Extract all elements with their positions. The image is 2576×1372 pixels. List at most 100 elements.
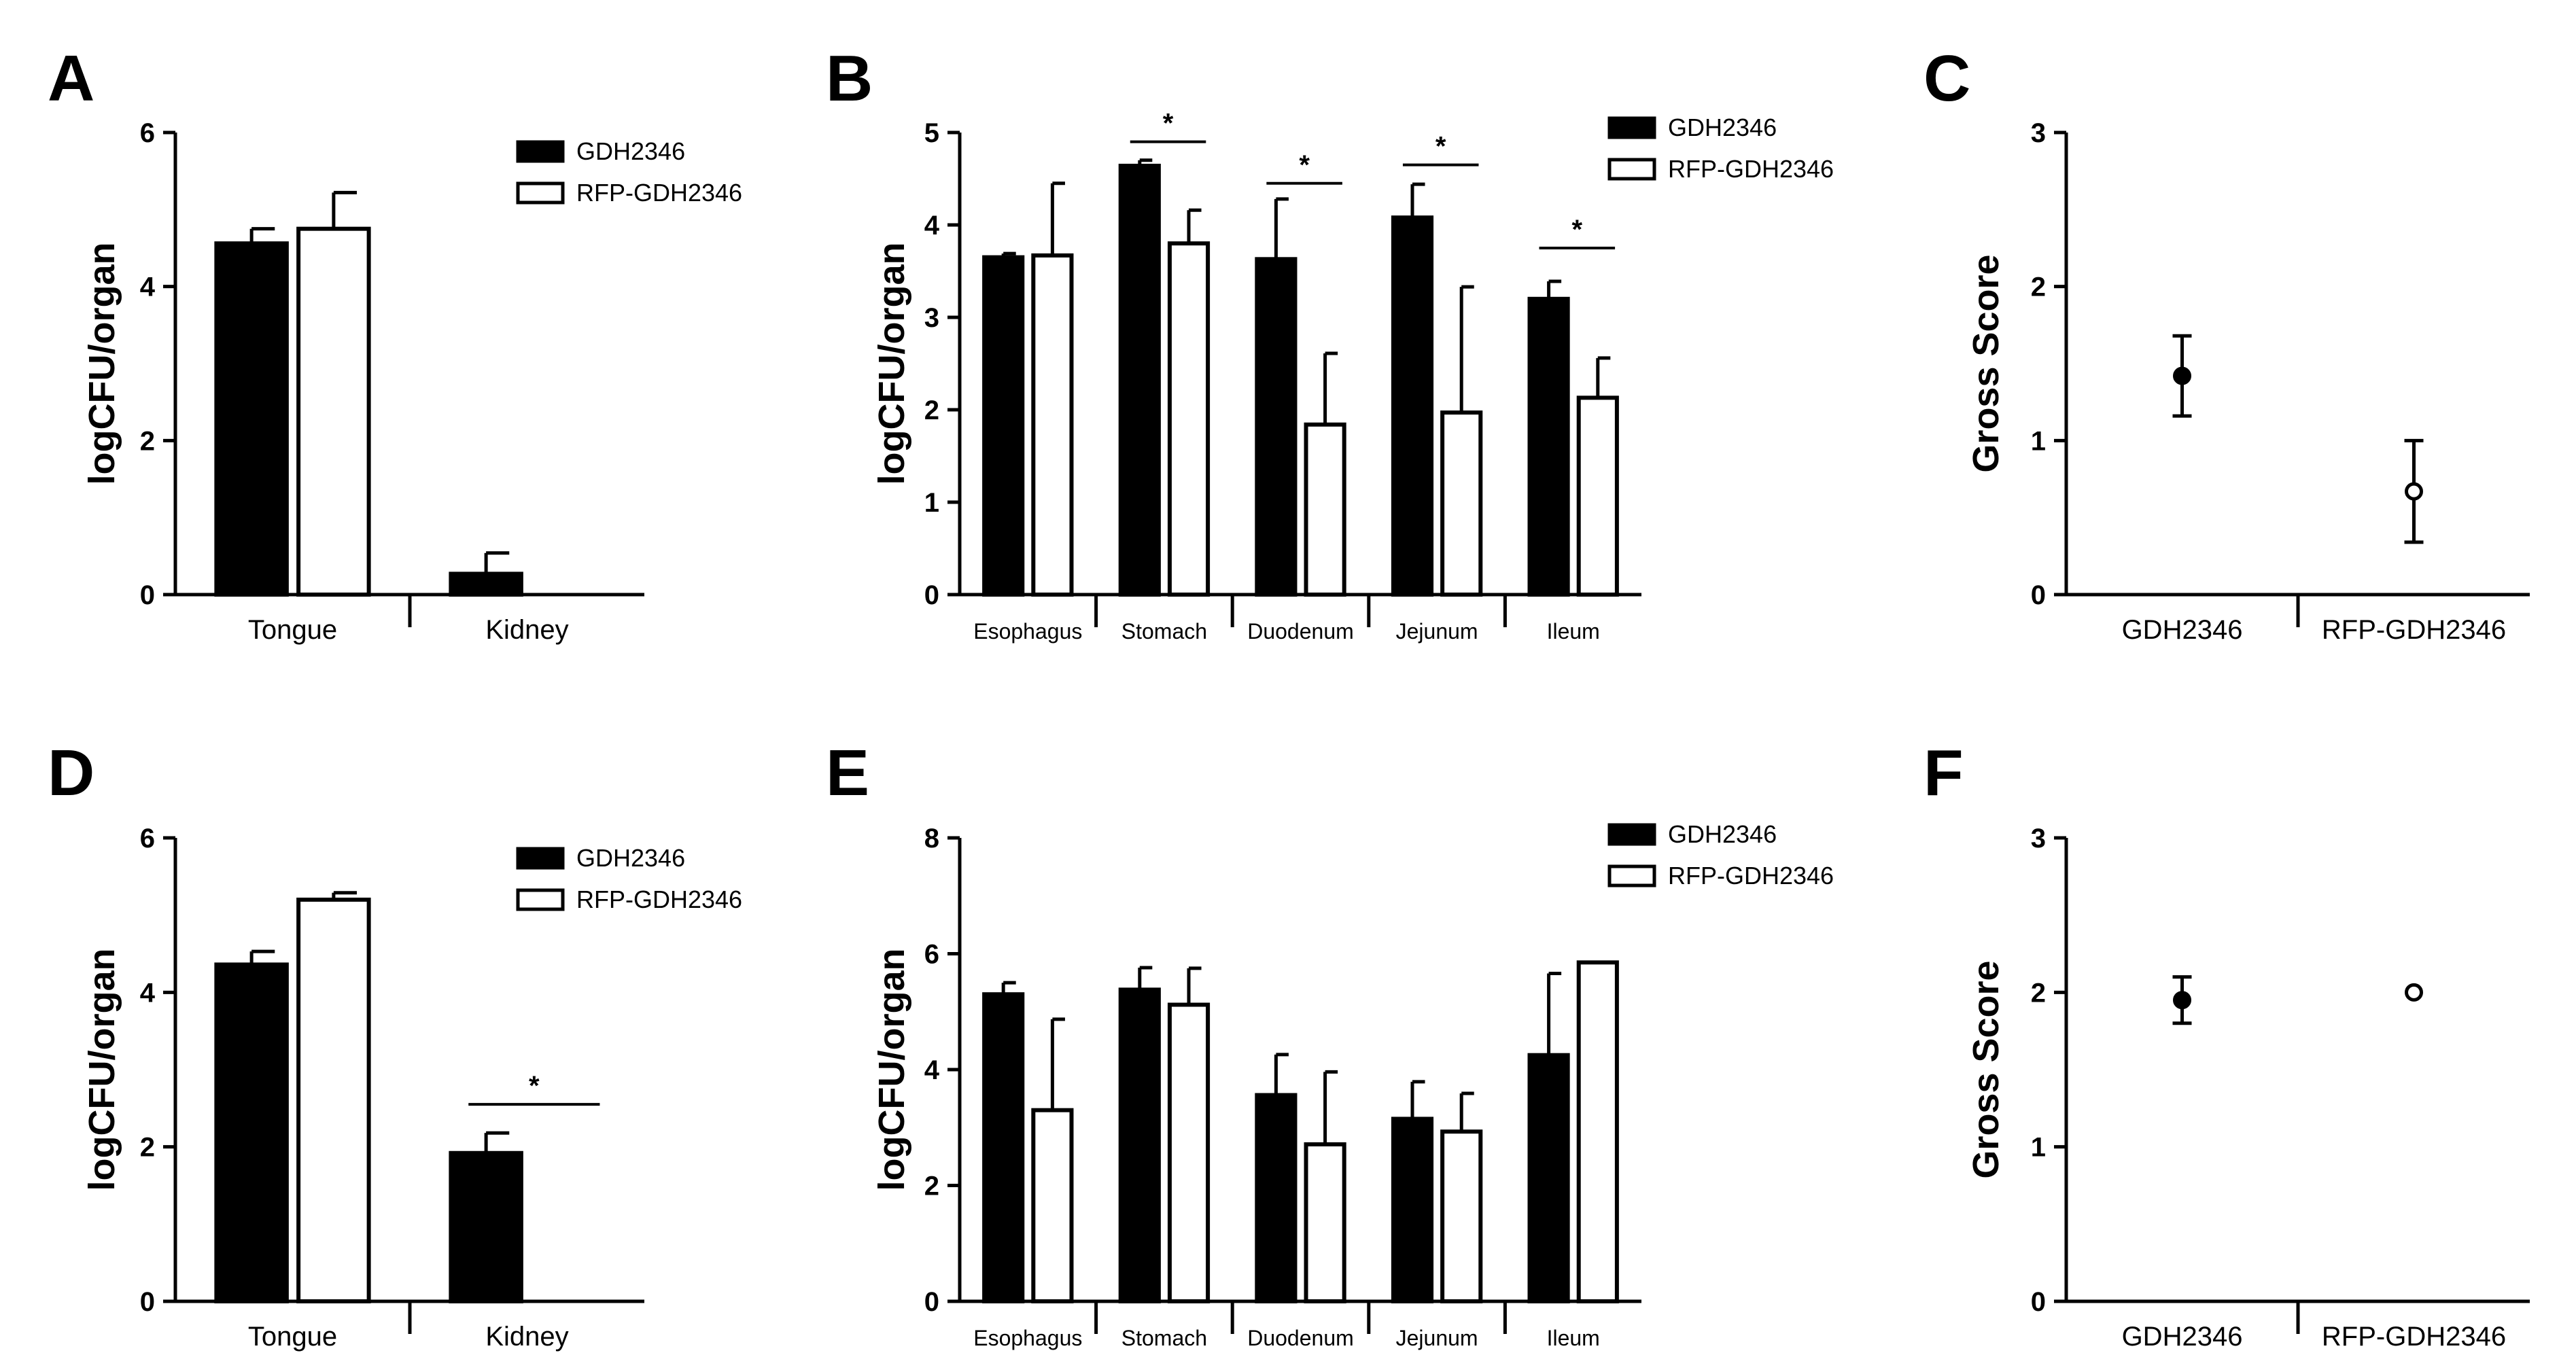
significance-star: * <box>1435 132 1446 162</box>
y-tick-label: 0 <box>924 1287 939 1317</box>
bar-rfp-gdh2346 <box>296 226 371 597</box>
y-tick-label: 1 <box>924 488 939 518</box>
y-tick-label: 4 <box>924 211 940 241</box>
legend-label: GDH2346 <box>576 844 685 872</box>
y-axis-label: logCFU/organ <box>871 949 912 1191</box>
y-tick-label: 6 <box>140 118 155 148</box>
x-category-label: Kidney <box>485 615 568 645</box>
panel-f: F Gross Score 0 1 2 3 GDH2346 RFP-GDH2346 <box>1924 737 2530 1352</box>
bar-gdh2346 <box>449 1150 523 1304</box>
legend-swatch <box>1607 116 1656 139</box>
x-category-label: Esophagus <box>973 1326 1082 1350</box>
bar-rfp-gdh2346 <box>1440 410 1483 597</box>
y-axis-label: Gross Score <box>1966 254 2006 472</box>
legend-swatch <box>516 181 565 205</box>
data-point <box>2405 983 2423 1002</box>
bar-gdh2346 <box>1255 257 1298 597</box>
legend-swatch <box>1607 823 1656 846</box>
x-category-label: Duodenum <box>1247 619 1354 644</box>
y-tick-label: 2 <box>924 1172 939 1201</box>
y-tick-label: 2 <box>2031 978 2046 1008</box>
x-category-label: Jejunum <box>1396 619 1478 644</box>
bar-rfp-gdh2346 <box>1167 241 1211 597</box>
y-tick-label: 6 <box>140 824 155 854</box>
legend-swatch <box>516 140 565 163</box>
panel-c: C Gross Score 0 1 2 3 GDH2346 RFP-GDH2346 <box>1924 42 2530 645</box>
legend-label: RFP-GDH2346 <box>1668 862 1834 890</box>
x-category-label: RFP-GDH2346 <box>2322 615 2506 645</box>
x-category-label: Tongue <box>248 1322 337 1352</box>
panel-letter: E <box>826 737 869 809</box>
legend-label: RFP-GDH2346 <box>1668 155 1834 183</box>
significance-star: * <box>1163 109 1174 139</box>
data-point <box>2405 482 2423 501</box>
y-tick-label: 0 <box>2031 580 2046 610</box>
y-tick-label: 1 <box>2031 1133 2046 1163</box>
y-axis-label: Gross Score <box>1966 960 2006 1178</box>
x-category-label: Kidney <box>485 1322 568 1352</box>
legend-swatch <box>1607 864 1656 887</box>
legend-swatch <box>516 847 565 870</box>
data-point <box>2173 991 2191 1010</box>
y-tick-label: 2 <box>2031 272 2046 302</box>
bar-gdh2346 <box>1391 215 1434 597</box>
y-axis-label: logCFU/organ <box>82 243 122 485</box>
y-tick-label: 4 <box>140 978 156 1008</box>
data-point <box>2173 366 2191 385</box>
bar-gdh2346 <box>1391 1116 1434 1304</box>
bar-rfp-gdh2346 <box>1167 1002 1211 1304</box>
bar-rfp-gdh2346 <box>1031 1108 1074 1304</box>
y-tick-label: 2 <box>924 395 939 425</box>
x-category-label: GDH2346 <box>2122 615 2243 645</box>
bar-gdh2346 <box>1118 163 1161 597</box>
y-tick-label: 0 <box>924 580 939 610</box>
y-tick-label: 0 <box>140 1287 155 1317</box>
x-category-label: Ileum <box>1547 1326 1600 1350</box>
y-axis-label: logCFU/organ <box>871 243 912 485</box>
x-category-label: Stomach <box>1121 1326 1207 1350</box>
bar-rfp-gdh2346 <box>296 897 371 1303</box>
panel-letter: D <box>48 737 94 809</box>
legend-label: RFP-GDH2346 <box>576 179 742 207</box>
legend-label: GDH2346 <box>1668 113 1777 141</box>
bar-gdh2346 <box>449 571 523 597</box>
y-tick-label: 0 <box>2031 1287 2046 1317</box>
significance-star: * <box>1299 150 1310 180</box>
panel-letter: C <box>1924 42 1970 115</box>
bar-gdh2346 <box>982 992 1025 1304</box>
x-category-label: Ileum <box>1547 619 1600 644</box>
bar-rfp-gdh2346 <box>1576 395 1619 597</box>
y-tick-label: 8 <box>924 824 939 854</box>
bar-rfp-gdh2346 <box>1440 1129 1483 1304</box>
x-category-label: RFP-GDH2346 <box>2322 1322 2506 1352</box>
y-tick-label: 5 <box>924 118 939 148</box>
bar-gdh2346 <box>1527 1053 1570 1303</box>
panel-letter: F <box>1924 737 1964 809</box>
y-tick-label: 2 <box>140 426 155 456</box>
y-tick-label: 3 <box>2031 118 2046 148</box>
y-tick-label: 0 <box>140 580 155 610</box>
bar-gdh2346 <box>1255 1093 1298 1303</box>
y-axis-label: logCFU/organ <box>82 949 122 1191</box>
bar-rfp-gdh2346 <box>1304 1142 1346 1304</box>
y-tick-label: 3 <box>924 303 939 333</box>
panel-letter: A <box>48 42 94 115</box>
significance-star: * <box>529 1071 540 1101</box>
legend-label: RFP-GDH2346 <box>576 885 742 913</box>
bar-rfp-gdh2346 <box>1304 422 1346 597</box>
y-tick-label: 4 <box>140 272 156 302</box>
bar-gdh2346 <box>982 255 1025 597</box>
y-tick-label: 4 <box>924 1055 940 1085</box>
bar-rfp-gdh2346 <box>1576 960 1619 1303</box>
x-category-label: Duodenum <box>1247 1326 1354 1350</box>
legend-label: GDH2346 <box>1668 820 1777 848</box>
y-tick-label: 1 <box>2031 426 2046 456</box>
significance-star: * <box>1572 215 1583 245</box>
bar-gdh2346 <box>1527 296 1570 597</box>
bar-rfp-gdh2346 <box>1031 253 1074 597</box>
y-tick-label: 2 <box>140 1133 155 1163</box>
